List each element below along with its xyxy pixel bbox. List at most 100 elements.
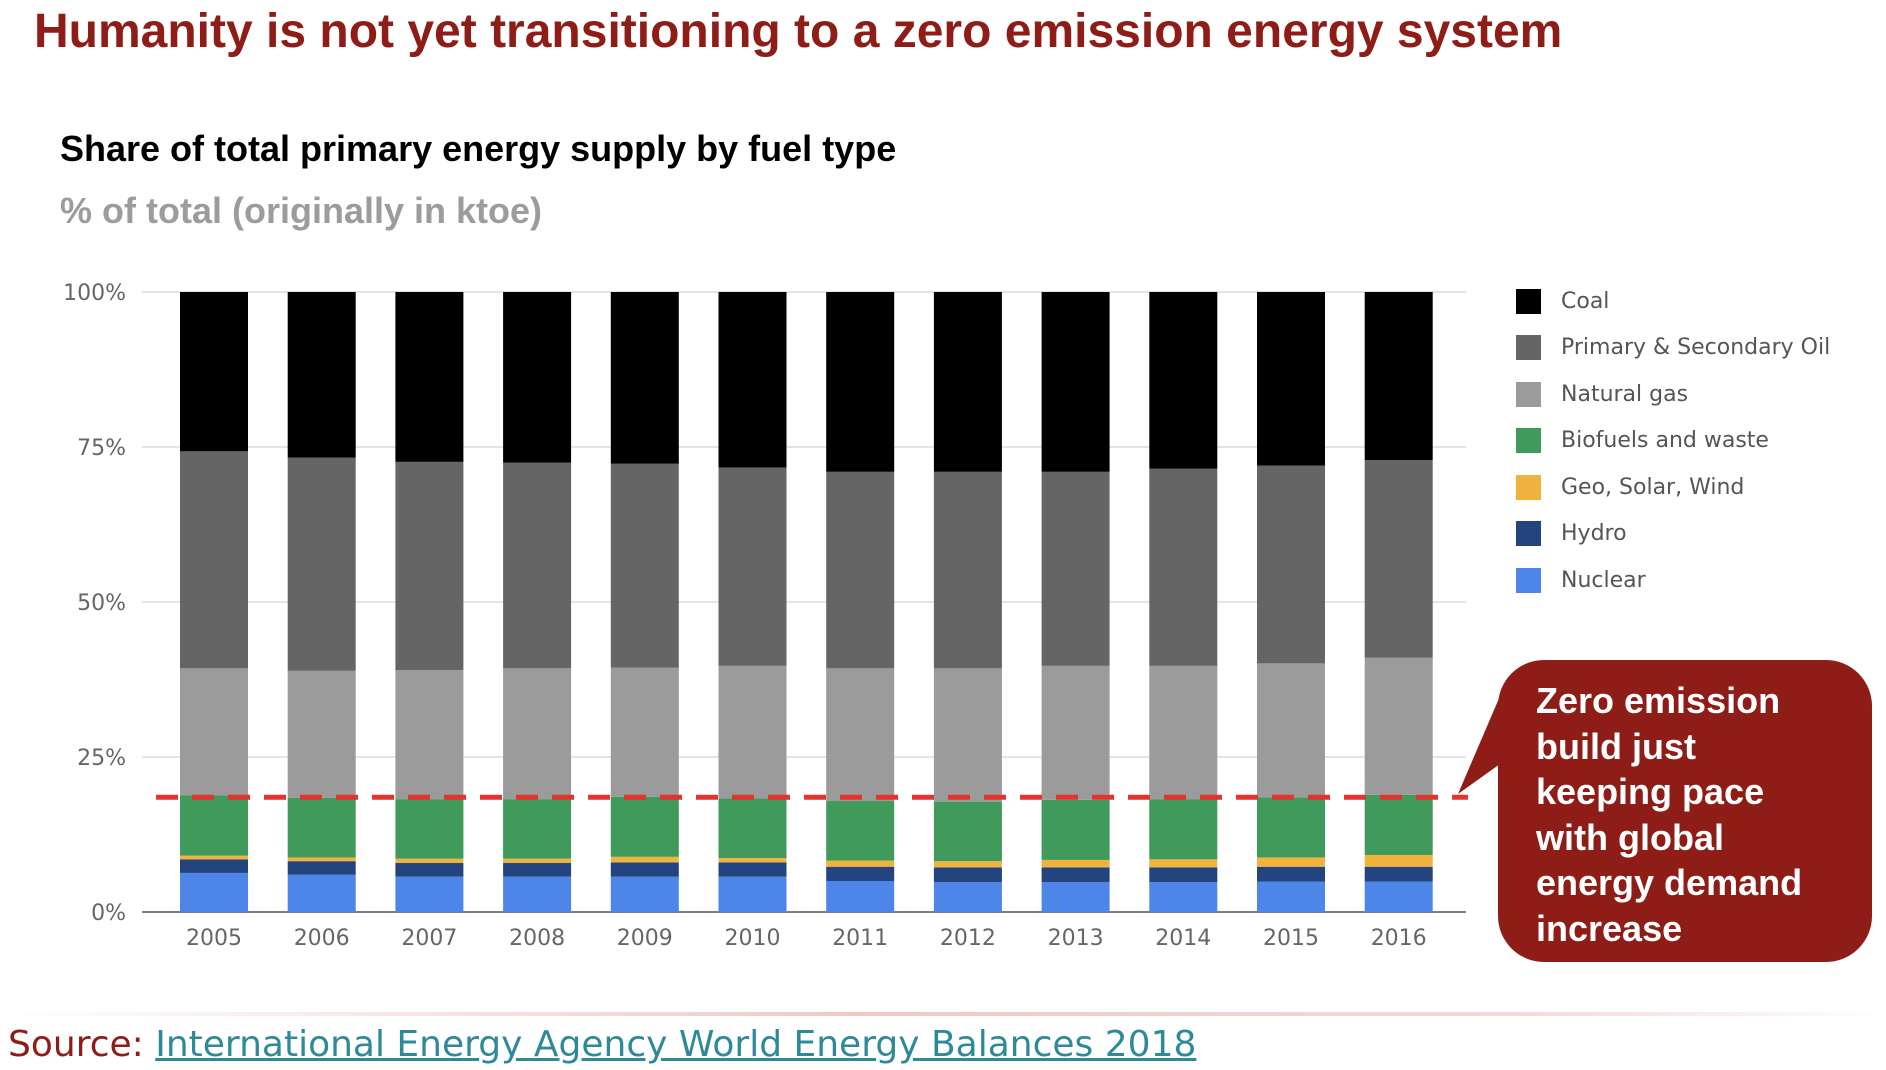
bar-segment [180, 795, 248, 856]
bar-segment [1257, 292, 1325, 466]
x-tick-label: 2012 [940, 926, 996, 951]
callout-tail [1458, 696, 1500, 794]
bar-segment [1149, 859, 1218, 868]
bar-segment [1149, 882, 1218, 912]
x-tick-label: 2011 [832, 926, 888, 951]
bar-segment [395, 292, 464, 462]
legend-label: Primary & Secondary Oil [1561, 335, 1831, 361]
legend-item: Geo, Solar, Wind [1516, 464, 1830, 511]
bar-segment [1257, 663, 1325, 798]
page-title: Humanity is not yet transitioning to a z… [34, 5, 1563, 58]
bar-segment [287, 861, 356, 875]
bar-segment [1364, 460, 1433, 658]
bar-segment [287, 292, 356, 458]
bar-segment [180, 451, 248, 669]
bar-segment [503, 799, 572, 859]
legend-item: Nuclear [1516, 557, 1830, 604]
bar-segment [1149, 799, 1218, 860]
bar-segment [180, 855, 248, 860]
chart-subtitle: % of total (originally in ktoe) [60, 190, 543, 231]
x-tick-label: 2007 [401, 926, 457, 951]
bar-segment [826, 668, 895, 802]
chart-title: Share of total primary energy supply by … [60, 128, 897, 169]
bar-segment [610, 856, 679, 863]
bar-segment [1257, 866, 1325, 882]
bar-segment [1364, 866, 1433, 882]
x-tick-label: 2015 [1263, 926, 1319, 951]
bar-segment [933, 801, 1002, 862]
legend-item: Primary & Secondary Oil [1516, 325, 1830, 372]
legend-swatch [1516, 335, 1541, 361]
bar-segment [180, 292, 248, 452]
bar-segment [718, 292, 787, 468]
bar-segment [1041, 859, 1110, 868]
chart-gridlines [142, 291, 1466, 913]
bar-segment [718, 862, 787, 877]
bar-segment [395, 876, 464, 912]
callout-text: Zero emission build just keeping pace with … [1536, 678, 1872, 951]
y-tick-label: 50% [77, 591, 126, 616]
bar-segment [1149, 665, 1218, 800]
legend-swatch [1516, 288, 1541, 314]
bar-segment [933, 867, 1002, 883]
y-tick-label: 100% [63, 281, 126, 306]
bar-segment [826, 860, 895, 867]
bar-segment [503, 668, 572, 800]
bar-segment [1364, 854, 1433, 867]
bar-segment [1041, 292, 1110, 472]
y-tick-label: 0% [91, 901, 126, 926]
bar-segment [180, 872, 248, 912]
chart-bars [180, 292, 1433, 912]
bar-segment [287, 874, 356, 912]
bar-segment [287, 857, 356, 862]
bar-segment [1041, 867, 1110, 883]
bar-segment [718, 798, 787, 859]
callout-box: Zero emission build just keeping pace with … [1458, 660, 1872, 962]
bar-segment [718, 467, 787, 666]
bar-segment [1364, 794, 1433, 855]
y-tick-label: 75% [77, 436, 126, 461]
source-link[interactable]: International Energy Agency World Energy… [155, 1024, 1197, 1065]
bar-segment [1149, 468, 1218, 666]
bar-segment [287, 457, 356, 671]
chart-legend: Coal Primary & Secondary Oil Natural gas Bi… [1516, 278, 1830, 604]
source-line: Source: International Energy Agency Worl… [8, 1024, 1196, 1065]
x-tick-label: 2009 [617, 926, 673, 951]
bar-segment [718, 876, 787, 912]
legend-label: Nuclear [1561, 567, 1646, 593]
legend-swatch [1516, 428, 1541, 454]
bar-segment [1364, 881, 1433, 912]
callout-line: increase [1536, 907, 1683, 949]
legend-label: Coal [1561, 288, 1610, 314]
bar-segment [1257, 857, 1325, 867]
legend-label: Biofuels and waste [1561, 428, 1769, 454]
legend-label: Geo, Solar, Wind [1561, 474, 1745, 500]
x-tick-label: 2005 [186, 926, 242, 951]
bar-segment [826, 866, 895, 881]
bar-segment [1149, 292, 1218, 469]
x-tick-label: 2016 [1371, 926, 1427, 951]
bar-segment [503, 876, 572, 912]
bar-segment [180, 668, 248, 796]
callout-line: energy demand [1536, 862, 1803, 903]
x-tick-label: 2006 [294, 926, 350, 951]
bar-segment [1041, 665, 1110, 800]
callout-line: keeping pace [1536, 771, 1765, 812]
bar-segment [718, 858, 787, 863]
bar-segment [503, 858, 572, 864]
x-tick-label: 2013 [1048, 926, 1104, 951]
callout-line: build just [1536, 725, 1696, 767]
x-tick-label: 2008 [509, 926, 565, 951]
legend-label: Hydro [1561, 521, 1627, 547]
bar-segment [395, 670, 464, 800]
callout-line: with global [1536, 816, 1724, 858]
legend-item: Natural gas [1516, 371, 1830, 418]
bar-segment [610, 463, 679, 668]
chart-axes: 0% 25% 50% 75% 100% 2005 2006 2007 2008 2009 2010 2… [63, 281, 1427, 951]
stacked-bar-chart: 0% 25% 50% 75% 100% 2005 2006 2007 2008 2009 2010 2… [63, 281, 1468, 951]
legend-swatch [1516, 521, 1541, 547]
bar-segment [933, 668, 1002, 802]
legend-item: Hydro [1516, 511, 1830, 558]
bar-segment [287, 797, 356, 858]
source-label: Source: [8, 1024, 156, 1065]
